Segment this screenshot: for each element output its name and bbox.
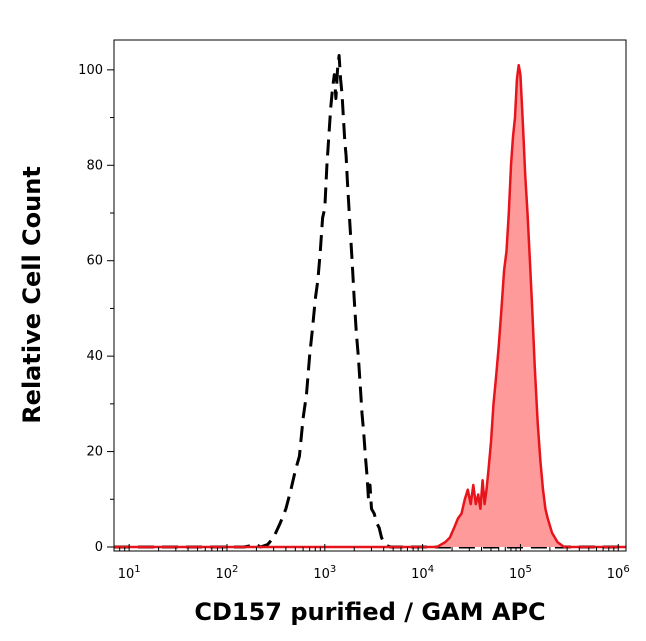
y-tick-label: 60 [86,254,103,269]
y-tick-label: 20 [86,445,103,460]
series-1-area [114,65,626,547]
x-tick-label: 102 [216,564,239,582]
x-tick-label: 106 [607,564,630,582]
y-tick-label: 0 [95,540,103,555]
x-tick-label: 103 [313,564,336,582]
y-axis-title: Relative Cell Count [18,166,46,424]
y-tick-label: 100 [78,63,103,78]
y-axis: 0 20 40 60 80 100 [78,63,114,555]
series-1-line [114,63,626,549]
plot-frame [113,39,627,552]
x-tick-label: 104 [411,564,434,582]
x-tick-label: 105 [509,564,532,582]
x-tick-label: 101 [118,564,141,582]
y-tick-label: 80 [86,158,103,173]
y-tick-label: 40 [86,349,103,364]
series-0-line [114,54,626,549]
plot-series [114,54,626,549]
x-axis-title: CD157 purified / GAM APC [194,598,545,626]
x-axis: 101 102 103 104 105 106 [113,544,630,582]
